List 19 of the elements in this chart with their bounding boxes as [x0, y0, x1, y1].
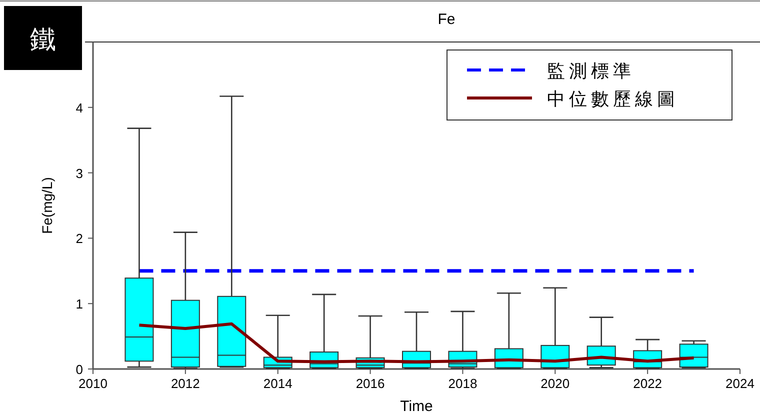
x-tick-label: 2022 [633, 376, 662, 391]
y-tick-label: 2 [76, 231, 83, 246]
y-tick-label: 4 [76, 100, 83, 116]
x-axis-title: Time [400, 398, 433, 413]
legend-label: 監測標準 [547, 61, 635, 82]
chart-title: Fe [438, 11, 456, 28]
y-tick-label: 3 [76, 166, 83, 181]
x-tick-label: 2020 [540, 376, 570, 391]
x-tick-label: 2012 [170, 376, 200, 391]
x-tick-label: 2018 [448, 376, 478, 391]
x-tick-label: 2024 [726, 376, 754, 391]
y-axis-title: Fe(mg/L) [39, 177, 55, 234]
y-tick-label: 1 [76, 296, 83, 312]
y-tick-label: 0 [76, 362, 83, 377]
legend-label: 中位數歷線圖 [547, 89, 679, 110]
x-tick-label: 2014 [263, 376, 292, 391]
x-tick-label: 2010 [78, 376, 108, 391]
x-tick-label: 2016 [356, 376, 385, 391]
text: 鐵 [30, 25, 56, 55]
